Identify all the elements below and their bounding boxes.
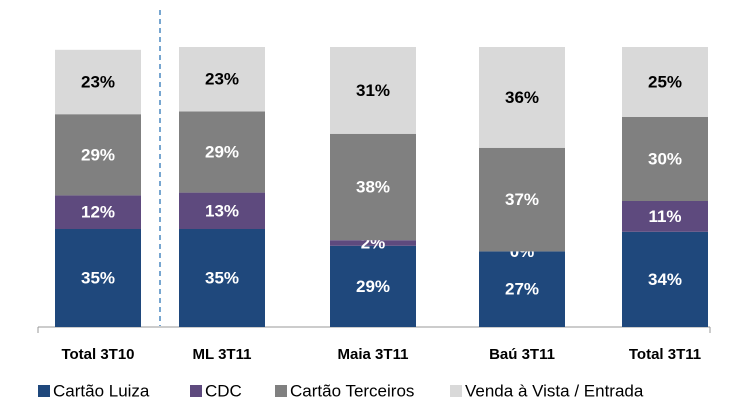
segment-label: 27% [505, 280, 539, 299]
legend-label: Venda à Vista / Entrada [465, 381, 644, 400]
bar-segment [479, 47, 565, 148]
bar-segment [55, 49, 141, 115]
bar-segment [179, 229, 265, 327]
legend-swatch [190, 385, 202, 397]
bar-segment [330, 47, 416, 134]
legend-label: Cartão Luiza [53, 381, 150, 400]
legend-swatch [450, 385, 462, 397]
segment-label: 38% [356, 177, 390, 196]
bar-segment [622, 47, 708, 117]
legend-swatch [275, 385, 287, 397]
bar-segment [55, 114, 141, 196]
bar-segment [479, 251, 565, 327]
segment-label: 35% [81, 268, 115, 287]
x-tick-label: Total 3T10 [61, 346, 134, 363]
bar-segment [55, 229, 141, 327]
segment-label: 30% [648, 149, 682, 168]
segment-label: 23% [81, 72, 115, 91]
legend-label: CDC [205, 381, 242, 400]
bar-segment [330, 133, 416, 241]
segment-label: 35% [205, 268, 239, 287]
x-tick-label: ML 3T11 [193, 346, 252, 363]
segment-label: 29% [81, 145, 115, 164]
segment-label: 37% [505, 190, 539, 209]
bar-segment [330, 240, 416, 246]
segment-label: 23% [205, 70, 239, 89]
x-tick-label: Total 3T11 [629, 346, 701, 363]
segment-label: 25% [648, 72, 682, 91]
bar-segment [179, 47, 265, 112]
bar-segment [179, 192, 265, 229]
segment-label: 31% [356, 81, 390, 100]
legend-swatch [38, 385, 50, 397]
bar-segment [479, 147, 565, 252]
segment-label: 11% [648, 207, 681, 226]
x-tick-label: Maia 3T11 [338, 346, 409, 363]
x-tick-label: Baú 3T11 [489, 346, 555, 363]
bar-segment [330, 245, 416, 327]
bar-segment [622, 231, 708, 327]
segment-label: 34% [648, 270, 682, 289]
bar-segment [622, 117, 708, 201]
bar-segment [55, 195, 141, 229]
bar-segment [179, 111, 265, 193]
bar-segment [622, 201, 708, 232]
legend-label: Cartão Terceiros [290, 381, 414, 400]
segment-label: 29% [356, 277, 390, 296]
segment-label: 29% [205, 142, 239, 161]
segment-label: 36% [505, 88, 539, 107]
segment-label: 13% [205, 201, 239, 220]
segment-label: 12% [81, 203, 115, 222]
